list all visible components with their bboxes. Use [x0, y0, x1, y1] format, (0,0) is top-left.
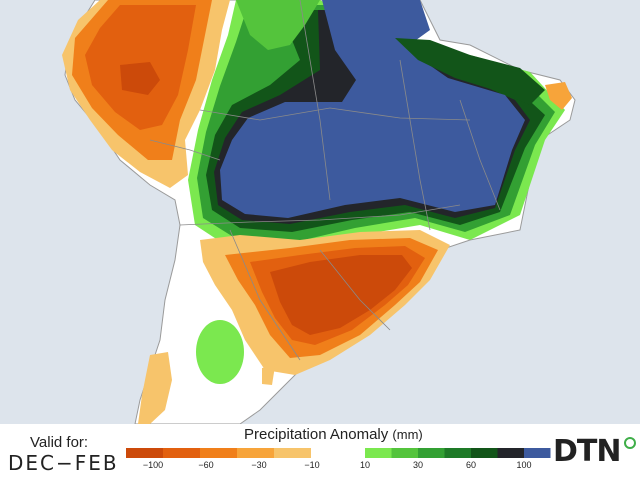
- dry-zone-south-peak: [270, 255, 412, 335]
- wet-zone-south-spot: [196, 320, 244, 384]
- wet-zone-core: [220, 0, 525, 218]
- dry-zone-patagonia-east: [262, 366, 275, 385]
- political-borders: [149, 0, 501, 361]
- wet-zone-coast-dark: [395, 38, 545, 105]
- precipitation-anomaly-map: [0, 0, 640, 424]
- valid-for-label: Valid for:: [30, 434, 89, 451]
- legend-title: Precipitation Anomaly (mm): [244, 426, 423, 443]
- dry-zone-northeast-tip: [545, 82, 572, 110]
- legend-unit: (mm): [392, 427, 423, 442]
- valid-period: DEC−FEB: [8, 451, 119, 475]
- dry-zone-northwest-peak: [120, 62, 160, 95]
- dtn-logo: DTN: [553, 434, 621, 469]
- dtn-logo-ring-icon: [624, 437, 636, 449]
- legend-title-text: Precipitation Anomaly: [244, 426, 389, 443]
- dry-zone-patagonia: [138, 352, 172, 424]
- wet-zone-north-green: [236, 0, 320, 50]
